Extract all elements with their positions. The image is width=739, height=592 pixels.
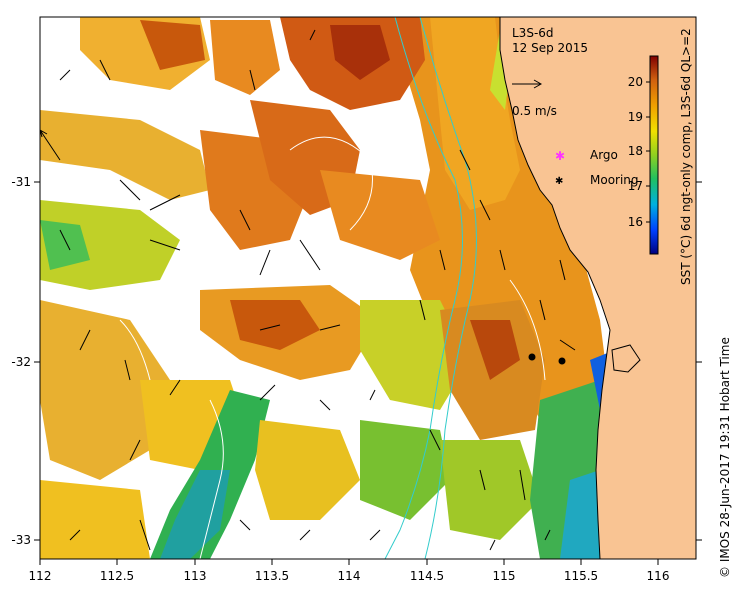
colorbar-tick-label: 19 (628, 110, 643, 124)
isobaths (384, 17, 477, 559)
y-tick-label: -31 (11, 175, 31, 189)
mooring-marker-2 (558, 357, 566, 365)
legend-argo-label: Argo (590, 148, 618, 162)
colorbar-tick-label: 20 (628, 75, 643, 89)
x-tick-label: 113.5 (255, 569, 289, 583)
legend: ✱ Argo ✱ Mooring (555, 148, 639, 187)
date-label: 12 Sep 2015 (512, 41, 588, 55)
x-tick-label: 112.5 (100, 569, 134, 583)
mooring-marker-1 (528, 353, 536, 361)
y-tick-label: -32 (11, 355, 31, 369)
x-tick-label: 114 (338, 569, 361, 583)
contours-white (119, 136, 546, 559)
y-tick-labels: -31 -32 -33 (11, 175, 31, 547)
legend-mooring-label: Mooring (590, 173, 639, 187)
x-axis (39, 559, 659, 565)
x-tick-label: 112 (29, 569, 52, 583)
scale-arrow-label: 0.5 m/s (512, 104, 557, 118)
colorbar-label: SST (°C) 6d ngt-only comp, L3S-6d QL>=2 (679, 28, 693, 285)
mooring-marker-icon: ✱ (555, 176, 563, 187)
x-tick-label: 115 (493, 569, 516, 583)
colorbar-tick-label: 17 (628, 179, 643, 193)
plot-frame (39, 16, 697, 560)
x-tick-label: 114.5 (410, 569, 444, 583)
colorbar (649, 55, 659, 255)
y-axis (34, 181, 702, 541)
y-tick-label: -33 (11, 533, 31, 547)
x-tick-label: 116 (647, 569, 670, 583)
land (499, 17, 696, 559)
current-vectors (40, 29, 576, 551)
product-label: L3S-6d (512, 26, 554, 40)
colorbar-tick-label: 18 (628, 144, 643, 158)
colorbar-ticks (646, 81, 650, 223)
x-tick-label: 113 (184, 569, 207, 583)
credit-text: © IMOS 28-Jun-2017 19:31 Hobart Time (718, 337, 732, 578)
colorbar-tick-labels: 16 17 18 19 20 (628, 75, 643, 229)
plot-area (40, 17, 696, 559)
x-tick-labels: 112 112.5 113 113.5 114 114.5 115 115.5 … (29, 569, 670, 583)
sst-field (40, 17, 615, 559)
x-tick-label: 115.5 (564, 569, 598, 583)
scale-arrow-icon (512, 79, 543, 89)
colorbar-tick-label: 16 (628, 215, 643, 229)
inlet-shape (611, 344, 641, 373)
argo-marker-icon: ✱ (555, 149, 565, 163)
